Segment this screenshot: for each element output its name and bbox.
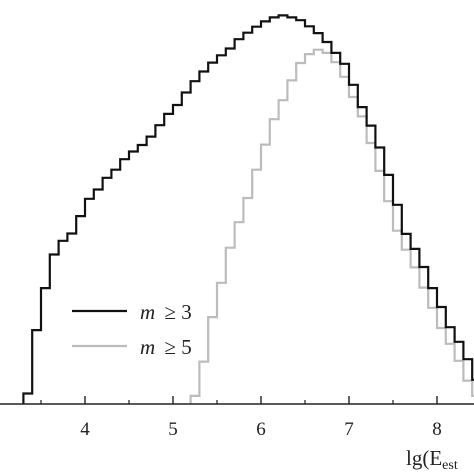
x-tick-label-5: 5 (168, 419, 178, 440)
legend-label-m3: m ≥ 3 (140, 300, 192, 324)
series-line-m3 (22, 14, 474, 404)
x-tick-label-7: 7 (344, 419, 354, 440)
x-tick-label-8: 8 (432, 419, 442, 440)
legend: m ≥ 3 m ≥ 5 (72, 300, 192, 359)
x-tick-label-4: 4 (80, 419, 90, 440)
x-tick-label-6: 6 (256, 419, 266, 440)
legend-label-m5: m ≥ 5 (140, 335, 192, 359)
x-axis-title: lg(Eest (406, 446, 458, 473)
series-layer (22, 14, 474, 404)
series-line-m5 (189, 48, 474, 404)
x-ticks: 4 5 6 7 8 (40, 396, 442, 440)
